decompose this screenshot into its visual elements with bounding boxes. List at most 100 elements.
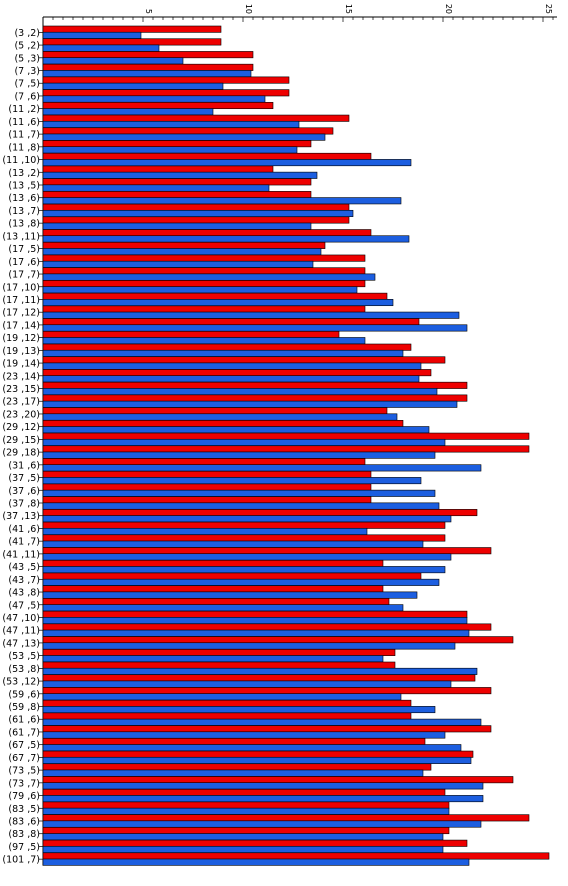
y-tick-label: (41 ,6) <box>8 524 40 535</box>
bar-series-blue <box>42 744 462 752</box>
bar-series-red <box>42 674 476 682</box>
y-tick-label: (47 ,13) <box>2 638 40 649</box>
bar-series-blue <box>42 222 312 230</box>
bar-series-blue <box>42 197 402 205</box>
bar-series-blue <box>42 286 358 294</box>
bar-series-red <box>42 547 492 555</box>
y-tick-label: (19 ,14) <box>2 359 40 370</box>
y-tick-label: (101 ,7) <box>2 855 40 866</box>
bar-series-blue <box>42 400 458 408</box>
bar-series-blue <box>42 489 436 497</box>
bar-series-red <box>42 330 340 338</box>
y-tick-label: (61 ,6) <box>8 715 40 726</box>
bar-series-blue <box>42 540 424 548</box>
bar-series-blue <box>42 680 452 688</box>
y-tick-label: (67 ,5) <box>8 740 40 751</box>
y-tick-label: (41 ,11) <box>2 549 40 560</box>
y-tick-label: (53 ,8) <box>8 664 40 675</box>
y-tick-label: (47 ,11) <box>2 626 40 637</box>
y-tick-label: (97 ,5) <box>8 842 40 853</box>
bar-series-red <box>42 229 372 237</box>
y-tick-label: (53 ,12) <box>2 677 40 688</box>
y-tick-label: (83 ,8) <box>8 829 40 840</box>
bar-series-red <box>42 356 446 364</box>
y-tick-label: (17 ,5) <box>8 244 40 255</box>
bar-series-red <box>42 102 274 110</box>
bar-series-blue <box>42 413 398 421</box>
bar-series-blue <box>42 209 354 217</box>
y-tick-label: (7 ,5) <box>14 79 40 90</box>
bar-series-red <box>42 318 420 326</box>
y-tick-label: (17 ,6) <box>8 257 40 268</box>
bar-series-blue <box>42 108 214 116</box>
y-tick-label: (5 ,2) <box>14 41 40 52</box>
bar-series-blue <box>42 795 484 803</box>
bar-series-red <box>42 725 492 733</box>
y-tick-label: (73 ,5) <box>8 766 40 777</box>
bar-series-red <box>42 445 530 453</box>
bar-series-blue <box>42 362 422 370</box>
bar-series-red <box>42 801 450 809</box>
y-tick-label: (23 ,14) <box>2 371 40 382</box>
bar-series-blue <box>42 655 384 663</box>
bar-series-blue <box>42 375 420 383</box>
bar-series-red <box>42 25 222 33</box>
y-tick-label: (37 ,13) <box>2 511 40 522</box>
bar-series-red <box>42 305 366 313</box>
bar-series-blue <box>42 617 468 625</box>
bar-series-red <box>42 267 366 275</box>
bar-series-red <box>42 852 550 860</box>
y-tick-label: (59 ,6) <box>8 689 40 700</box>
bar-series-blue <box>42 159 412 167</box>
bar-series-blue <box>42 184 270 192</box>
y-tick-label: (29 ,18) <box>2 448 40 459</box>
bar-series-red <box>42 712 412 720</box>
y-tick-label: (17 ,14) <box>2 320 40 331</box>
x-tick-label: 15 <box>344 4 353 14</box>
bar-series-red <box>42 63 254 71</box>
bar-series-blue <box>42 782 484 790</box>
y-axis: (3 ,2) (5 ,2)(5 ,3) (7 ,3) (7 ,5)(7 ,6) (11 … <box>2 17 44 866</box>
y-tick-label: (5 ,3) <box>14 53 40 64</box>
y-tick-label: (13 ,11) <box>2 231 40 242</box>
bar-series-blue <box>42 324 468 332</box>
bar-series-red <box>42 661 396 669</box>
bar-series-blue <box>42 718 482 726</box>
bar-series-red <box>42 534 446 542</box>
y-tick-label: (29 ,12) <box>2 422 40 433</box>
bar-series-blue <box>42 146 298 154</box>
y-tick-label: (19 ,13) <box>2 346 40 357</box>
bar-series-blue <box>42 388 438 396</box>
y-tick-label: (59 ,8) <box>8 702 40 713</box>
y-tick-label: (43 ,7) <box>8 575 40 586</box>
x-axis: 5 10 15 20 25 <box>43 4 557 22</box>
bar-series-blue <box>42 31 142 39</box>
bar-series-red <box>42 407 388 415</box>
bar-series-red <box>42 343 412 351</box>
bar-series-blue <box>42 667 478 675</box>
bar-series-blue <box>42 299 394 307</box>
bar-series-blue <box>42 629 470 637</box>
y-tick-label: (17 ,11) <box>2 295 40 306</box>
bar-series-blue <box>42 95 266 103</box>
bar-series-red <box>42 827 450 835</box>
y-tick-label: (47 ,10) <box>2 613 40 624</box>
bar-series-red <box>42 776 514 784</box>
y-tick-label: (41 ,7) <box>8 537 40 548</box>
y-tick-label: (23 ,20) <box>2 409 40 420</box>
x-tick-label: 25 <box>544 4 553 14</box>
bar-series-red <box>42 292 388 300</box>
y-tick-label: (79 ,6) <box>8 791 40 802</box>
y-tick-label: (3 ,2) <box>14 28 40 39</box>
bar-series-red <box>42 814 530 822</box>
bar-series-red <box>42 559 384 567</box>
bar-series-blue <box>42 642 456 650</box>
y-tick-label: (83 ,6) <box>8 817 40 828</box>
bar-series-red <box>42 458 366 466</box>
y-tick-label: (53 ,5) <box>8 651 40 662</box>
bar-series-red <box>42 89 290 97</box>
bar-series-red <box>42 610 468 618</box>
bar-series-blue <box>42 349 404 357</box>
y-tick-label: (19 ,12) <box>2 333 40 344</box>
